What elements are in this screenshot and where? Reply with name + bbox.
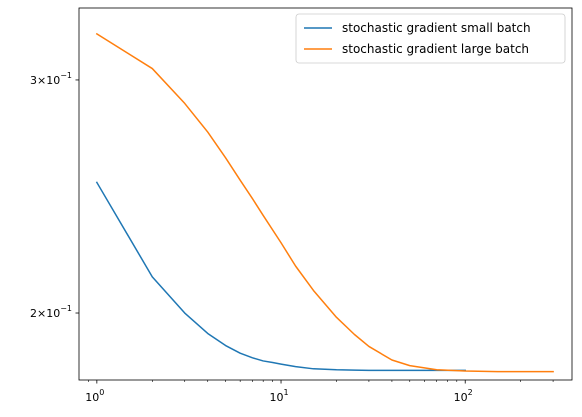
x-tick-label-0: 100 [85,388,104,404]
y-tick-label-0: 3×10−1 [30,71,72,87]
plot-area [79,8,572,380]
legend-label-large-batch: stochastic gradient large batch [342,42,529,56]
legend-box [295,13,566,64]
series-line-0 [95,181,466,372]
series-line-1 [95,32,554,373]
y-tick-label-1: 2×10−1 [30,304,72,320]
legend: stochastic gradient small batch stochast… [295,13,566,64]
axes-frame [78,7,573,381]
axis-ticks: 100 101 102 3×10−1 2×10−1 [30,71,554,404]
x-tick-label-1: 101 [269,388,288,404]
legend-label-small-batch: stochastic gradient small batch [342,21,531,35]
x-tick-label-2: 102 [454,388,473,404]
series-lines [95,32,554,373]
